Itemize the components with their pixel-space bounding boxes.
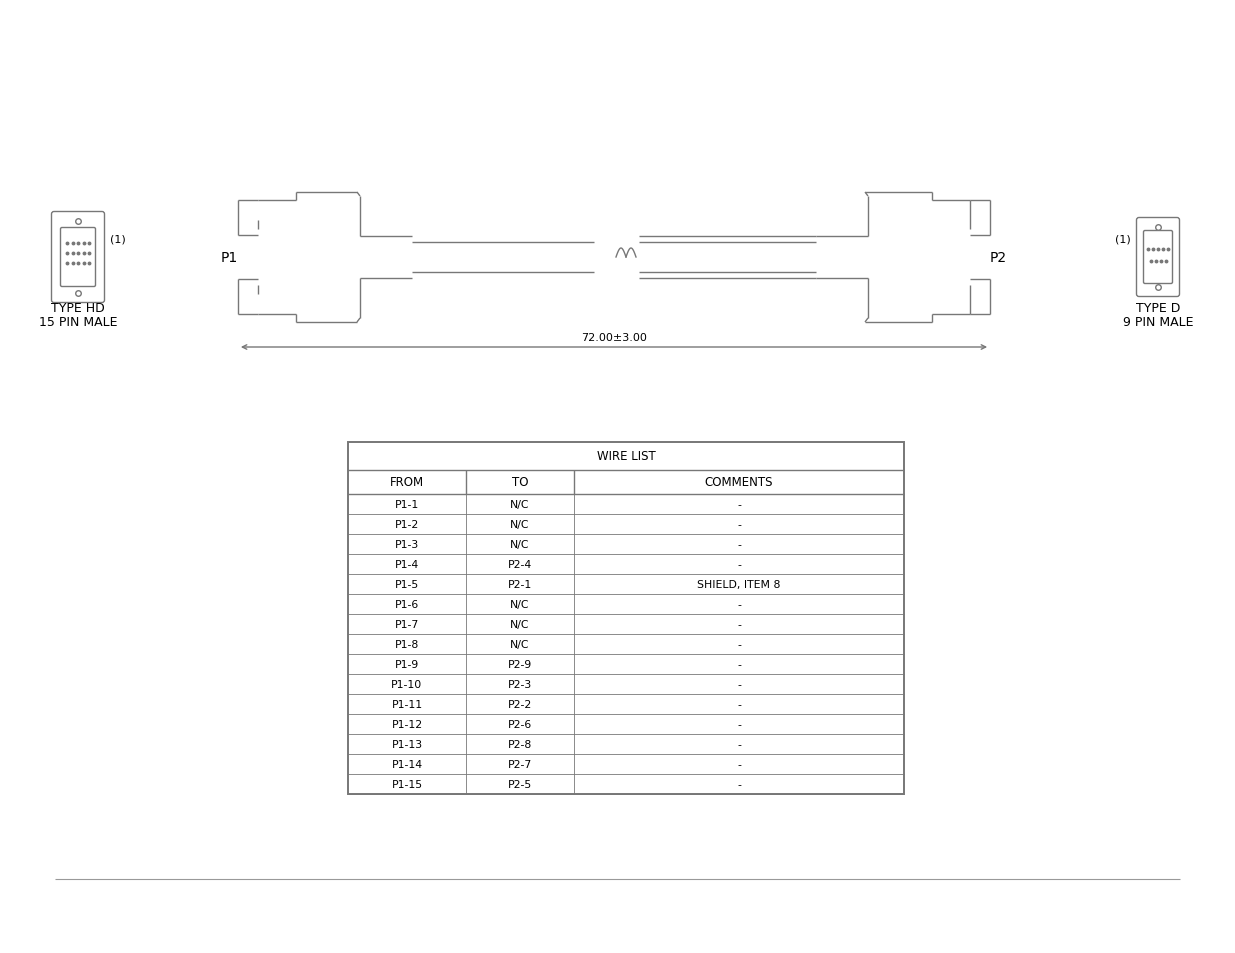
Text: WIRE LIST: WIRE LIST — [597, 450, 656, 463]
Text: P1-7: P1-7 — [395, 619, 419, 629]
Text: 9 PIN MALE: 9 PIN MALE — [1123, 315, 1193, 328]
Text: -: - — [737, 539, 741, 550]
Text: P1-5: P1-5 — [395, 579, 419, 589]
Text: P2-4: P2-4 — [508, 559, 532, 569]
Text: -: - — [737, 519, 741, 530]
Text: P1-10: P1-10 — [391, 679, 422, 689]
Text: -: - — [737, 720, 741, 729]
Text: P1-4: P1-4 — [395, 559, 419, 569]
Text: N/C: N/C — [510, 639, 530, 649]
Text: N/C: N/C — [510, 599, 530, 609]
Text: P1-13: P1-13 — [391, 740, 422, 749]
Text: P2-5: P2-5 — [508, 780, 532, 789]
Text: -: - — [737, 700, 741, 709]
Text: N/C: N/C — [510, 499, 530, 510]
Text: P2-8: P2-8 — [508, 740, 532, 749]
Text: P2: P2 — [990, 251, 1007, 265]
Text: -: - — [737, 639, 741, 649]
Text: P1-11: P1-11 — [391, 700, 422, 709]
Text: COMMENTS: COMMENTS — [705, 476, 773, 489]
Text: P1-2: P1-2 — [395, 519, 419, 530]
Text: P1-12: P1-12 — [391, 720, 422, 729]
Bar — [348, 442, 904, 794]
Text: FROM: FROM — [390, 476, 424, 489]
FancyBboxPatch shape — [1144, 232, 1172, 284]
Text: -: - — [737, 740, 741, 749]
FancyBboxPatch shape — [52, 213, 105, 303]
Text: P2-1: P2-1 — [508, 579, 532, 589]
Text: P2-7: P2-7 — [508, 760, 532, 769]
Text: -: - — [737, 499, 741, 510]
Text: P2-9: P2-9 — [508, 659, 532, 669]
Text: P1-3: P1-3 — [395, 539, 419, 550]
Text: -: - — [737, 599, 741, 609]
FancyBboxPatch shape — [1136, 218, 1179, 297]
Text: N/C: N/C — [510, 619, 530, 629]
FancyBboxPatch shape — [61, 229, 95, 287]
Text: P1-9: P1-9 — [395, 659, 419, 669]
Text: N/C: N/C — [510, 519, 530, 530]
Text: P1-8: P1-8 — [395, 639, 419, 649]
Text: TO: TO — [511, 476, 529, 489]
Text: P2-2: P2-2 — [508, 700, 532, 709]
Text: (1): (1) — [110, 234, 126, 245]
Text: P2-3: P2-3 — [508, 679, 532, 689]
Text: -: - — [737, 659, 741, 669]
Text: (1): (1) — [1115, 234, 1131, 245]
Text: N/C: N/C — [510, 539, 530, 550]
Text: -: - — [737, 780, 741, 789]
Text: P2-6: P2-6 — [508, 720, 532, 729]
Text: -: - — [737, 619, 741, 629]
Text: 72.00±3.00: 72.00±3.00 — [580, 333, 647, 343]
Text: P1: P1 — [221, 251, 238, 265]
Text: P1-1: P1-1 — [395, 499, 419, 510]
Text: P1-6: P1-6 — [395, 599, 419, 609]
Text: -: - — [737, 760, 741, 769]
Text: TYPE D: TYPE D — [1136, 301, 1181, 314]
Text: -: - — [737, 679, 741, 689]
Text: P1-15: P1-15 — [391, 780, 422, 789]
Text: SHIELD, ITEM 8: SHIELD, ITEM 8 — [698, 579, 781, 589]
Text: 15 PIN MALE: 15 PIN MALE — [38, 315, 117, 328]
Text: TYPE HD: TYPE HD — [51, 301, 105, 314]
Text: P1-14: P1-14 — [391, 760, 422, 769]
Text: -: - — [737, 559, 741, 569]
